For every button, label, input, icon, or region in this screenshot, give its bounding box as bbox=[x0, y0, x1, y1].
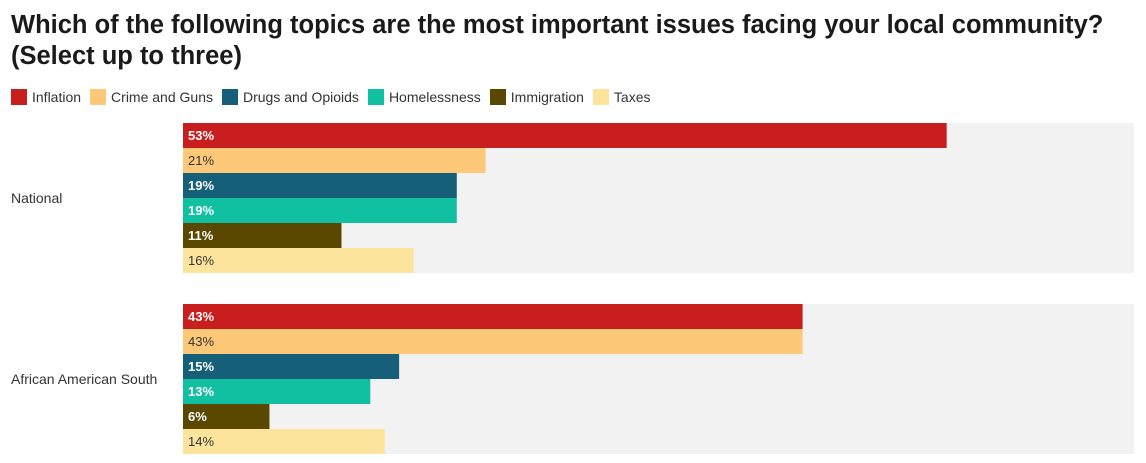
legend-swatch bbox=[592, 89, 609, 105]
chart-legend: Inflation Crime and Guns Drugs and Opioids… bbox=[11, 88, 659, 106]
bar bbox=[183, 404, 270, 429]
data-label: 43% bbox=[188, 334, 214, 349]
bar bbox=[183, 379, 371, 404]
legend-swatch bbox=[489, 89, 506, 105]
legend-swatch bbox=[11, 89, 27, 105]
legend-item: Homelessness bbox=[367, 89, 481, 105]
bar bbox=[183, 223, 342, 248]
bar bbox=[183, 248, 414, 273]
bar bbox=[183, 429, 385, 454]
data-label: 15% bbox=[188, 359, 214, 374]
legend-label: Homelessness bbox=[388, 89, 481, 105]
legend-item: Taxes bbox=[592, 89, 651, 105]
bar bbox=[183, 329, 803, 354]
data-label: 16% bbox=[188, 253, 214, 268]
legend-swatch bbox=[221, 89, 238, 105]
data-label: 14% bbox=[188, 434, 214, 449]
legend-label: Drugs and Opioids bbox=[242, 89, 359, 105]
legend-label: Crime and Guns bbox=[111, 89, 213, 105]
chart-title: Which of the following topics are the mo… bbox=[11, 11, 1104, 70]
data-label: 11% bbox=[188, 228, 214, 243]
legend-swatch bbox=[367, 89, 384, 105]
data-label: 19% bbox=[188, 203, 214, 218]
data-label: 19% bbox=[188, 178, 214, 193]
legend-swatch bbox=[90, 89, 107, 105]
bar bbox=[183, 173, 457, 198]
data-label: 43% bbox=[188, 309, 214, 324]
bar bbox=[183, 198, 457, 223]
data-label: 13% bbox=[188, 384, 214, 399]
legend-item: Immigration bbox=[489, 89, 584, 105]
bar bbox=[183, 148, 486, 173]
legend-item: Inflation bbox=[11, 89, 81, 105]
legend-item: Crime and Guns bbox=[90, 89, 213, 105]
data-label: 6% bbox=[188, 409, 207, 424]
legend-item: Drugs and Opioids bbox=[221, 89, 359, 105]
category-label: African American South bbox=[11, 371, 157, 387]
bar bbox=[183, 354, 400, 379]
bar bbox=[183, 123, 947, 148]
legend-label: Immigration bbox=[510, 89, 584, 105]
data-label: 21% bbox=[188, 153, 214, 168]
legend-label: Taxes bbox=[613, 89, 651, 105]
legend-label: Inflation bbox=[32, 89, 82, 105]
category-label: National bbox=[11, 190, 62, 206]
bar bbox=[183, 304, 803, 329]
data-label: 53% bbox=[188, 128, 214, 143]
